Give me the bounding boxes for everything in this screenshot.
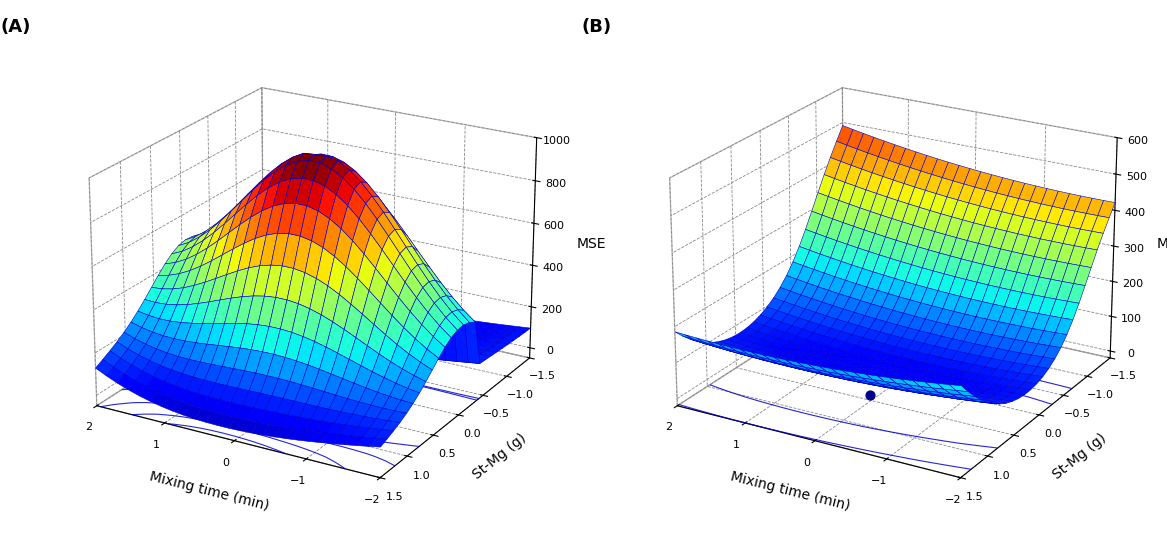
X-axis label: Mixing time (min): Mixing time (min): [148, 470, 271, 513]
Y-axis label: St-Mg (g): St-Mg (g): [470, 431, 529, 483]
X-axis label: Mixing time (min): Mixing time (min): [729, 470, 851, 513]
Y-axis label: St-Mg (g): St-Mg (g): [1050, 431, 1110, 483]
Text: (B): (B): [581, 18, 612, 36]
Text: (A): (A): [0, 18, 30, 36]
